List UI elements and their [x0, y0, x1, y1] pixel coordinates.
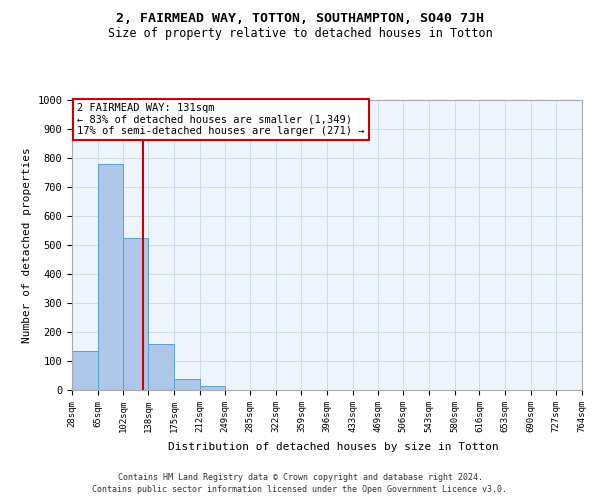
Y-axis label: Number of detached properties: Number of detached properties	[22, 147, 32, 343]
Bar	[72, 352, 98, 390]
Text: Contains HM Land Registry data © Crown copyright and database right 2024.: Contains HM Land Registry data © Crown c…	[118, 472, 482, 482]
Text: 2 FAIRMEAD WAY: 131sqm
← 83% of detached houses are smaller (1,349)
17% of semi-: 2 FAIRMEAD WAY: 131sqm ← 83% of detached…	[77, 103, 365, 136]
Bar	[148, 344, 174, 390]
Bar	[98, 164, 123, 390]
Bar	[174, 380, 199, 390]
Text: 2, FAIRMEAD WAY, TOTTON, SOUTHAMPTON, SO40 7JH: 2, FAIRMEAD WAY, TOTTON, SOUTHAMPTON, SO…	[116, 12, 484, 26]
Text: Contains public sector information licensed under the Open Government Licence v3: Contains public sector information licen…	[92, 485, 508, 494]
Bar	[123, 238, 148, 390]
Text: Distribution of detached houses by size in Totton: Distribution of detached houses by size …	[167, 442, 499, 452]
Bar	[199, 386, 225, 390]
Text: Size of property relative to detached houses in Totton: Size of property relative to detached ho…	[107, 28, 493, 40]
